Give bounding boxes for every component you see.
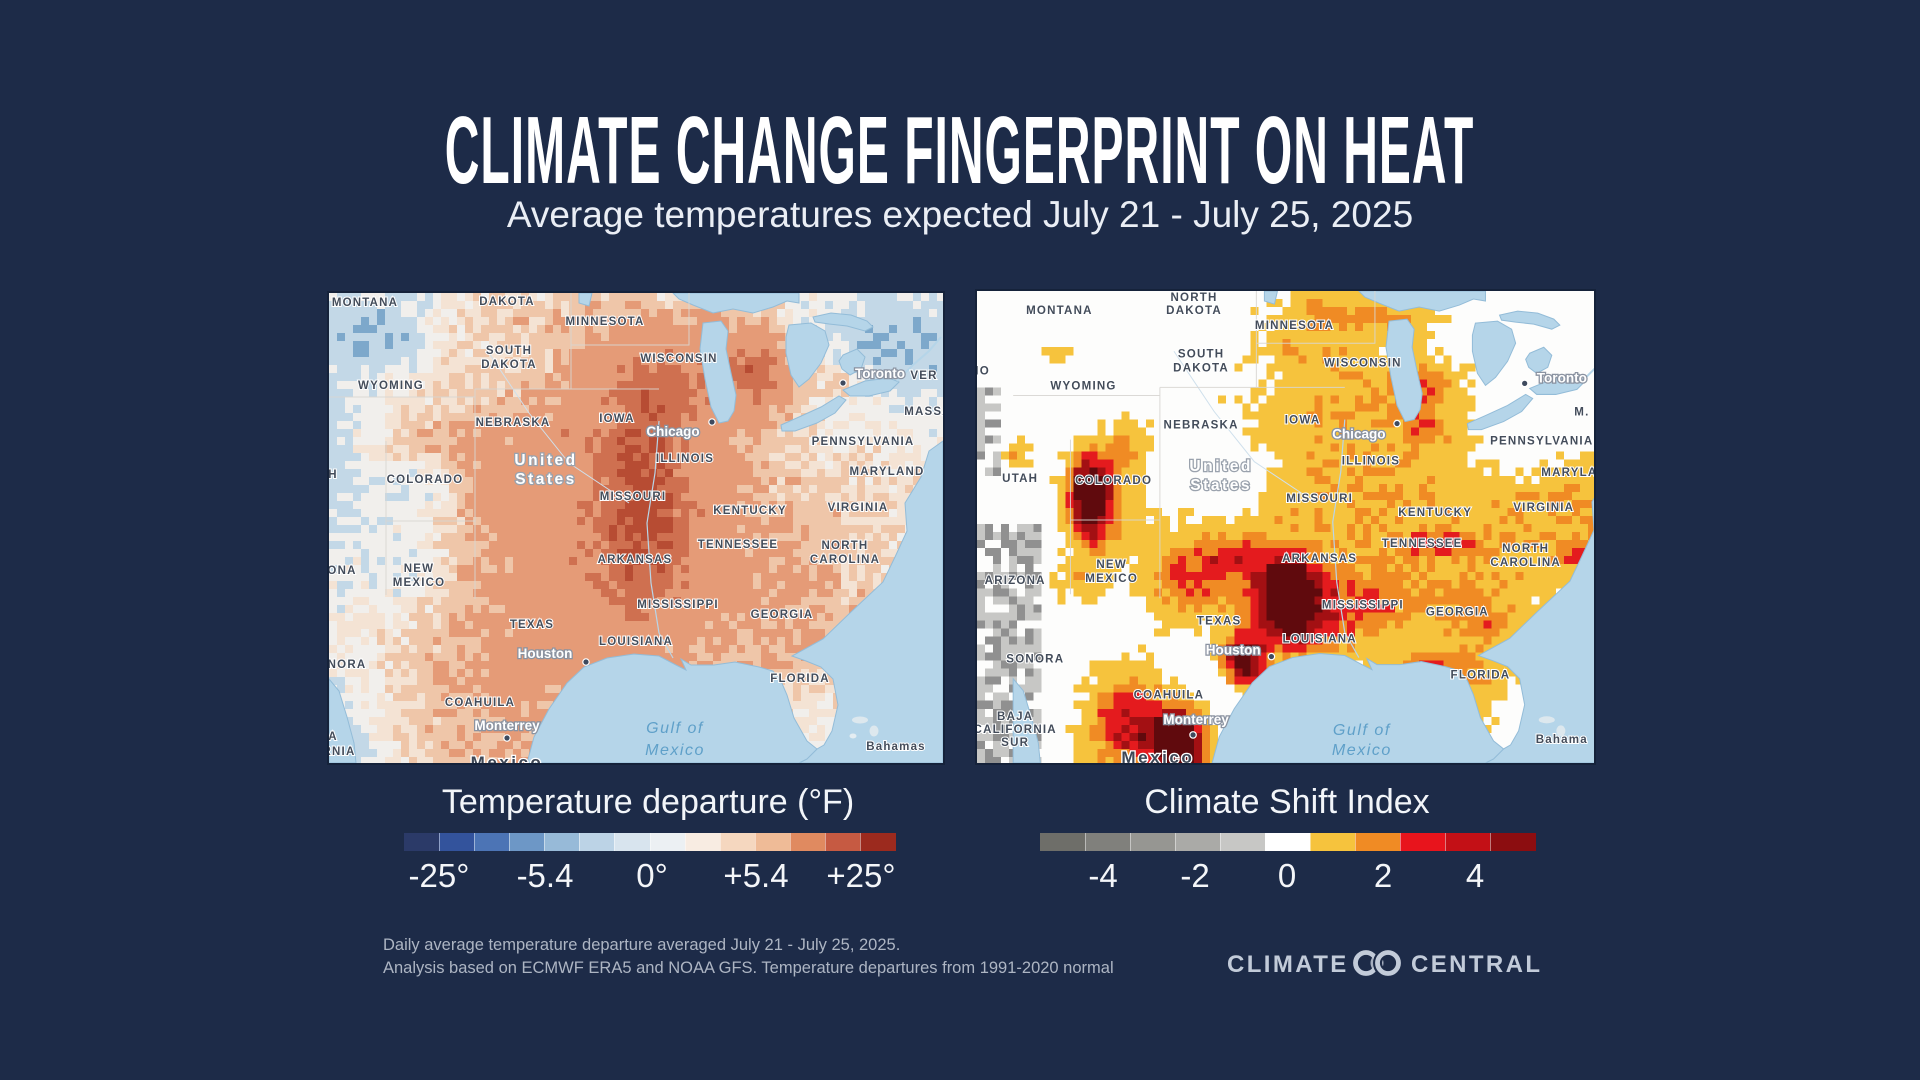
svg-text:TEXAS: TEXAS bbox=[510, 619, 554, 631]
svg-text:UTAH: UTAH bbox=[1002, 473, 1038, 485]
svg-text:NEW: NEW bbox=[404, 563, 434, 575]
svg-text:TEXAS: TEXAS bbox=[1197, 615, 1242, 627]
svg-text:CENTRAL: CENTRAL bbox=[1411, 951, 1542, 978]
svg-text:Mexico: Mexico bbox=[645, 742, 705, 759]
svg-text:NEBRASKA: NEBRASKA bbox=[1164, 420, 1239, 432]
svg-text:DAKOTA: DAKOTA bbox=[481, 359, 537, 371]
svg-text:MINNESOTA: MINNESOTA bbox=[1255, 320, 1334, 332]
svg-text:MASSA: MASSA bbox=[904, 406, 943, 418]
svg-text:CLIMATE: CLIMATE bbox=[1227, 951, 1349, 978]
svg-text:CAROLINA: CAROLINA bbox=[810, 554, 880, 566]
svg-text:WYOMING: WYOMING bbox=[358, 380, 424, 392]
svg-text:States: States bbox=[515, 471, 577, 488]
svg-text:Gulf of: Gulf of bbox=[646, 720, 704, 737]
svg-text:Mexico: Mexico bbox=[1332, 741, 1392, 759]
svg-text:Houston: Houston bbox=[518, 646, 573, 661]
svg-text:Chicago: Chicago bbox=[1332, 427, 1385, 442]
svg-text:DAKOTA: DAKOTA bbox=[1173, 362, 1229, 374]
svg-text:MISSOURI: MISSOURI bbox=[1286, 493, 1353, 505]
svg-text:NEW: NEW bbox=[1096, 559, 1127, 571]
svg-text:NEBRASKA: NEBRASKA bbox=[476, 417, 551, 429]
svg-text:MINNESOTA: MINNESOTA bbox=[566, 316, 645, 328]
svg-text:FLORIDA: FLORIDA bbox=[770, 673, 830, 685]
svg-text:NORTH: NORTH bbox=[1171, 292, 1218, 304]
svg-text:COLORADO: COLORADO bbox=[387, 474, 464, 486]
svg-text:WISCONSIN: WISCONSIN bbox=[640, 353, 717, 365]
svg-text:IOWA: IOWA bbox=[599, 413, 634, 425]
svg-text:MEXICO: MEXICO bbox=[393, 577, 446, 589]
svg-text:NORTH: NORTH bbox=[1502, 543, 1549, 555]
svg-text:Mexico: Mexico bbox=[471, 753, 544, 763]
svg-text:Chicago: Chicago bbox=[646, 424, 699, 439]
svg-text:Houston: Houston bbox=[1206, 643, 1261, 658]
svg-text:LOUISIANA: LOUISIANA bbox=[599, 636, 673, 648]
svg-text:TENNESSEE: TENNESSEE bbox=[698, 539, 778, 551]
svg-text:ILLINOIS: ILLINOIS bbox=[656, 453, 714, 465]
svg-text:COAHUILA: COAHUILA bbox=[1134, 690, 1205, 702]
svg-text:VIRGINIA: VIRGINIA bbox=[828, 502, 889, 514]
svg-text:VIRGINIA: VIRGINIA bbox=[1513, 502, 1574, 514]
svg-text:Toronto: Toronto bbox=[1537, 370, 1587, 385]
svg-text:Bahama: Bahama bbox=[1536, 734, 1588, 746]
svg-text:WYOMING: WYOMING bbox=[1050, 380, 1116, 392]
svg-text:SOUTH: SOUTH bbox=[486, 345, 532, 357]
svg-text:Monterrey: Monterrey bbox=[1163, 712, 1229, 727]
svg-text:COLORADO: COLORADO bbox=[1075, 475, 1152, 487]
svg-text:COAHUILA: COAHUILA bbox=[445, 697, 515, 709]
svg-text:MONTANA: MONTANA bbox=[332, 297, 398, 309]
svg-text:LOUISIANA: LOUISIANA bbox=[1282, 633, 1356, 645]
svg-text:HO: HO bbox=[977, 365, 990, 377]
svg-text:Monterrey: Monterrey bbox=[474, 718, 540, 733]
svg-text:Gulf of: Gulf of bbox=[1333, 721, 1391, 739]
svg-text:ARKANSAS: ARKANSAS bbox=[1282, 553, 1357, 565]
svg-text:DAKOTA: DAKOTA bbox=[1166, 305, 1222, 317]
svg-text:MARYLAND: MARYLAND bbox=[1541, 467, 1594, 479]
svg-text:PENNSYLVANIA: PENNSYLVANIA bbox=[1490, 436, 1593, 448]
svg-text:TENNESSEE: TENNESSEE bbox=[1382, 538, 1463, 550]
svg-text:MEXICO: MEXICO bbox=[1085, 573, 1138, 585]
svg-text:States: States bbox=[1190, 477, 1252, 494]
svg-text:VER: VER bbox=[910, 370, 937, 382]
svg-text:SOUTH: SOUTH bbox=[1178, 348, 1224, 360]
svg-text:United: United bbox=[1189, 458, 1253, 475]
svg-text:NORA: NORA bbox=[329, 659, 366, 671]
svg-text:SUR: SUR bbox=[1001, 737, 1029, 749]
svg-text:ONA: ONA bbox=[329, 565, 357, 577]
svg-text:RNIA: RNIA bbox=[329, 746, 355, 758]
svg-text:Bahamas: Bahamas bbox=[866, 741, 926, 753]
svg-text:SONORA: SONORA bbox=[1006, 654, 1064, 666]
svg-text:ARIZONA: ARIZONA bbox=[985, 575, 1046, 587]
svg-text:MISSOURI: MISSOURI bbox=[600, 491, 666, 503]
svg-text:Mexico: Mexico bbox=[1121, 748, 1194, 763]
svg-text:MISSISSIPPI: MISSISSIPPI bbox=[1322, 599, 1404, 611]
svg-text:United: United bbox=[514, 452, 577, 469]
svg-text:M.: M. bbox=[1574, 407, 1589, 419]
svg-text:ARKANSAS: ARKANSAS bbox=[598, 554, 673, 566]
svg-text:KENTUCKY: KENTUCKY bbox=[713, 505, 787, 517]
svg-text:MONTANA: MONTANA bbox=[1026, 305, 1093, 317]
svg-text:GEORGIA: GEORGIA bbox=[751, 609, 814, 621]
svg-text:MISSISSIPPI: MISSISSIPPI bbox=[637, 599, 719, 611]
svg-text:PENNSYLVANIA: PENNSYLVANIA bbox=[812, 436, 915, 448]
svg-text:WISCONSIN: WISCONSIN bbox=[1324, 357, 1402, 369]
svg-text:H: H bbox=[329, 469, 338, 481]
svg-text:DAKOTA: DAKOTA bbox=[479, 296, 535, 308]
svg-text:KENTUCKY: KENTUCKY bbox=[1398, 507, 1472, 519]
svg-text:Toronto: Toronto bbox=[855, 366, 905, 381]
svg-text:GEORGIA: GEORGIA bbox=[1426, 606, 1489, 618]
svg-text:MARYLAND: MARYLAND bbox=[850, 466, 925, 478]
svg-text:A: A bbox=[329, 731, 338, 743]
svg-text:CALIFORNIA: CALIFORNIA bbox=[977, 724, 1057, 736]
svg-text:BAJA: BAJA bbox=[997, 711, 1033, 723]
svg-text:CAROLINA: CAROLINA bbox=[1490, 557, 1561, 569]
svg-text:FLORIDA: FLORIDA bbox=[1451, 670, 1511, 682]
svg-text:NORTH: NORTH bbox=[822, 540, 869, 552]
svg-text:IOWA: IOWA bbox=[1285, 415, 1321, 427]
svg-text:ILLINOIS: ILLINOIS bbox=[1342, 456, 1400, 468]
